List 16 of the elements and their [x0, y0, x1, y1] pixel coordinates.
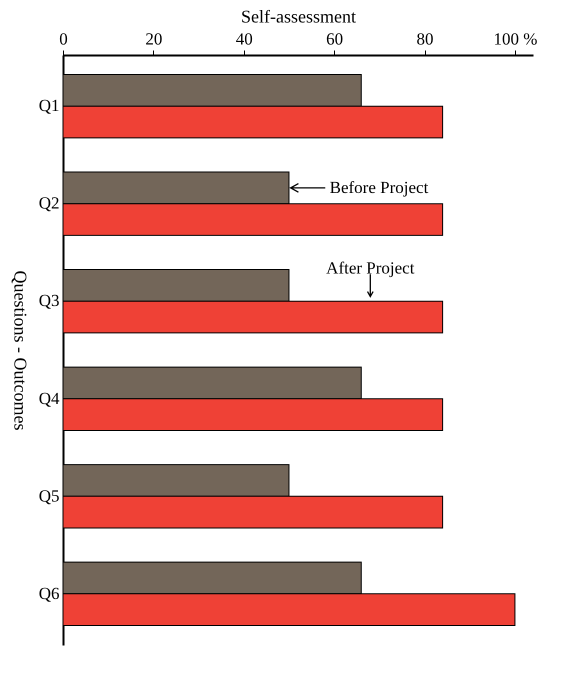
y-axis-title: Questions - Outcomes: [10, 270, 30, 430]
y-tick-label: Q2: [38, 194, 60, 213]
x-tick-label: 60: [326, 30, 344, 48]
y-tick-label: Q1: [38, 96, 60, 116]
x-tick-label: 40: [236, 30, 253, 48]
x-axis-title: Self-assessment: [241, 6, 356, 26]
x-tick-label: 0: [59, 30, 68, 48]
x-tick-label: 100 %: [493, 30, 538, 48]
y-tick-label: Q3: [38, 291, 60, 310]
x-tick-label: 80: [416, 30, 434, 48]
y-tick-label: Q6: [38, 584, 60, 603]
x-tick-label: 20: [145, 30, 162, 48]
annotation: After Project: [326, 258, 415, 278]
y-tick-label: Q4: [38, 388, 60, 408]
y-tick-label: Q5: [38, 486, 60, 506]
annotation: Before Project: [330, 178, 429, 197]
